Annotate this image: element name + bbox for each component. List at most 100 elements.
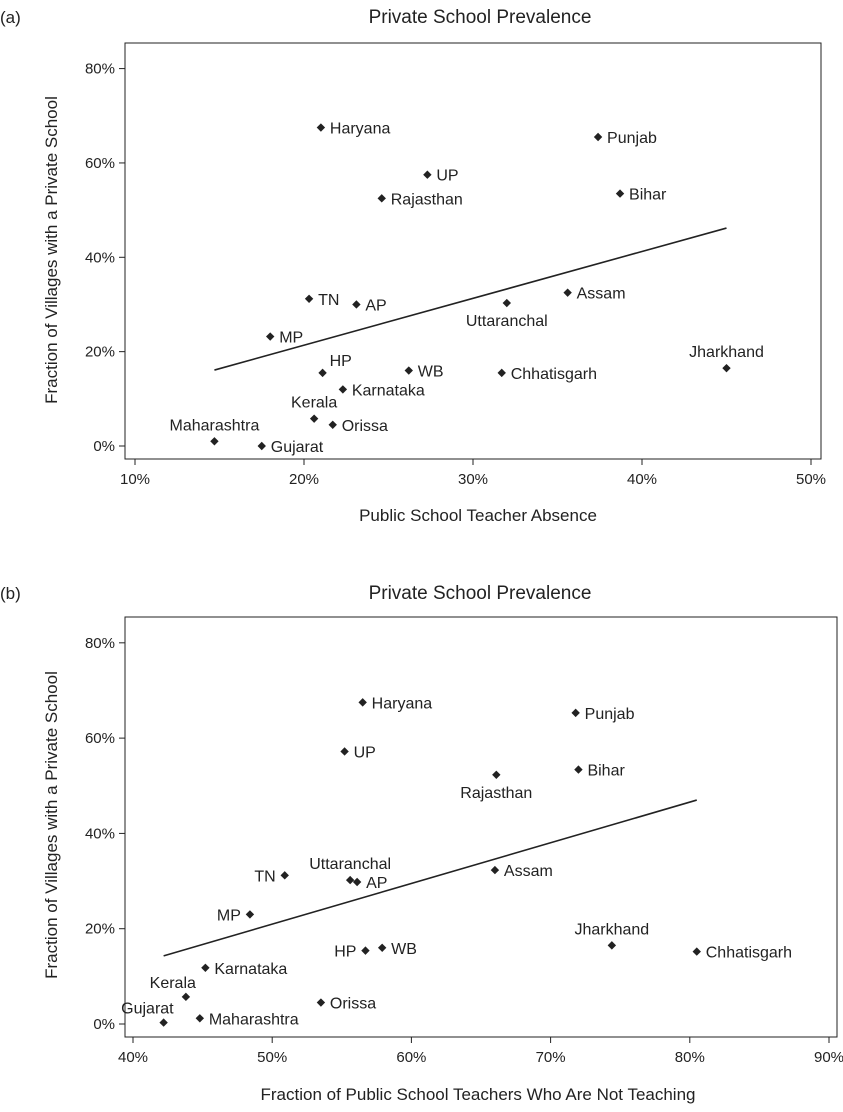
- data-point: [404, 366, 413, 375]
- point-labels: Haryana Punjab UP Bihar Rajasthan TN AP Assam Ut…: [170, 121, 764, 456]
- point-label: Orissa: [342, 418, 388, 435]
- fit-line: [163, 799, 697, 957]
- fit-line: [214, 227, 727, 371]
- data-point: [377, 943, 387, 952]
- x-tick-label: 70%: [536, 1049, 566, 1066]
- point-label: WB: [418, 364, 444, 381]
- chart-panel-b: (b) Private School Prevalence 40% 50% 60% 7…: [0, 583, 843, 1104]
- x-tick-label: 30%: [458, 471, 488, 488]
- tick-labels: 40% 50% 60% 70% 80% 90% 0% 20% 40% 60% 80%: [85, 635, 843, 1066]
- point-label: Gujarat: [121, 1001, 174, 1018]
- point-label: Gujarat: [271, 439, 324, 456]
- x-tick-label: 50%: [257, 1049, 287, 1066]
- data-point: [377, 194, 386, 203]
- y-tick-label: 20%: [85, 344, 115, 361]
- y-tick-label: 60%: [85, 730, 115, 747]
- x-axis-label: Fraction of Public School Teachers Who A…: [261, 1085, 696, 1104]
- x-tick-label: 80%: [675, 1049, 705, 1066]
- data-point: [563, 288, 572, 297]
- data-points: [159, 698, 701, 1027]
- data-point: [245, 910, 255, 919]
- x-axis-label: Public School Teacher Absence: [359, 506, 597, 525]
- point-label: Karnataka: [352, 382, 425, 399]
- y-tick-label: 0%: [93, 438, 115, 455]
- data-point: [210, 437, 219, 446]
- point-label: AP: [365, 297, 386, 314]
- data-point: [361, 946, 370, 955]
- point-label: UP: [354, 744, 376, 761]
- point-label: Haryana: [372, 695, 433, 712]
- data-point: [338, 385, 348, 394]
- data-point: [266, 332, 275, 341]
- point-label: Chhatisgarh: [706, 945, 792, 962]
- point-label: Kerala: [150, 975, 196, 992]
- data-point: [328, 420, 337, 429]
- point-label: Punjab: [607, 130, 657, 147]
- y-axis-label: Fraction of Villages with a Private Scho…: [42, 96, 61, 404]
- data-point: [571, 708, 580, 718]
- point-label: Haryana: [330, 121, 391, 138]
- y-tick-label: 20%: [85, 921, 115, 938]
- data-point: [316, 123, 326, 132]
- tick-labels: 10% 20% 30% 40% 50% 0% 20% 40% 60% 80%: [85, 61, 826, 488]
- y-tick-label: 40%: [85, 825, 115, 842]
- data-point: [201, 963, 210, 972]
- data-point: [195, 1014, 205, 1023]
- fit-line-group: [214, 227, 727, 371]
- x-tick-label: 20%: [289, 471, 319, 488]
- data-point: [318, 368, 327, 378]
- point-label: AP: [366, 875, 387, 892]
- data-point: [574, 765, 583, 774]
- data-point: [280, 871, 289, 880]
- point-label: Jharkhand: [574, 921, 649, 938]
- data-point: [257, 441, 266, 451]
- point-label: Jharkhand: [689, 344, 764, 361]
- point-label: Assam: [577, 286, 626, 303]
- y-tick-label: 60%: [85, 155, 115, 172]
- point-label: Rajasthan: [460, 785, 532, 802]
- chart-title: Private School Prevalence: [369, 7, 592, 28]
- point-label: Uttaranchal: [466, 313, 548, 330]
- point-label: Assam: [504, 863, 553, 880]
- data-point: [352, 300, 361, 309]
- chart-panel-a: (a) Private School Prevalence 10% 20% 30% 4…: [0, 7, 826, 525]
- panel-tag: (b): [0, 584, 21, 603]
- point-label: Uttaranchal: [309, 856, 391, 873]
- point-label: HP: [330, 353, 352, 370]
- point-label: Chhatisgarh: [511, 366, 597, 383]
- data-point: [340, 747, 349, 756]
- data-point: [352, 877, 362, 887]
- panel-tag: (a): [0, 8, 21, 27]
- data-point: [358, 698, 367, 707]
- data-point: [181, 992, 191, 1002]
- point-label: Kerala: [291, 395, 337, 412]
- y-tick-label: 80%: [85, 61, 115, 78]
- y-tick-label: 0%: [93, 1016, 115, 1033]
- point-label: Bihar: [587, 763, 625, 780]
- point-label: Punjab: [585, 706, 635, 723]
- axis-ticks: [119, 642, 830, 1043]
- data-point: [316, 998, 326, 1007]
- x-tick-label: 50%: [796, 471, 826, 488]
- data-point: [497, 368, 506, 378]
- data-point: [490, 865, 500, 875]
- point-label: MP: [217, 907, 241, 924]
- x-tick-label: 40%: [627, 471, 657, 488]
- data-point: [502, 298, 511, 308]
- axis-ticks: [119, 68, 812, 465]
- plot-frame: [124, 616, 838, 1038]
- point-label: Rajasthan: [391, 191, 463, 208]
- data-point: [593, 132, 603, 142]
- data-point: [309, 414, 319, 423]
- point-label: Karnataka: [214, 961, 287, 978]
- data-point: [722, 363, 731, 373]
- data-point: [304, 294, 314, 304]
- data-point: [492, 770, 501, 780]
- fit-line-group: [163, 799, 697, 957]
- data-point: [692, 947, 701, 956]
- y-tick-label: 40%: [85, 249, 115, 266]
- data-point: [615, 189, 625, 198]
- x-tick-label: 90%: [814, 1049, 843, 1066]
- point-labels: Haryana Punjab UP Bihar Rajasthan TN Uttaranch…: [121, 695, 792, 1028]
